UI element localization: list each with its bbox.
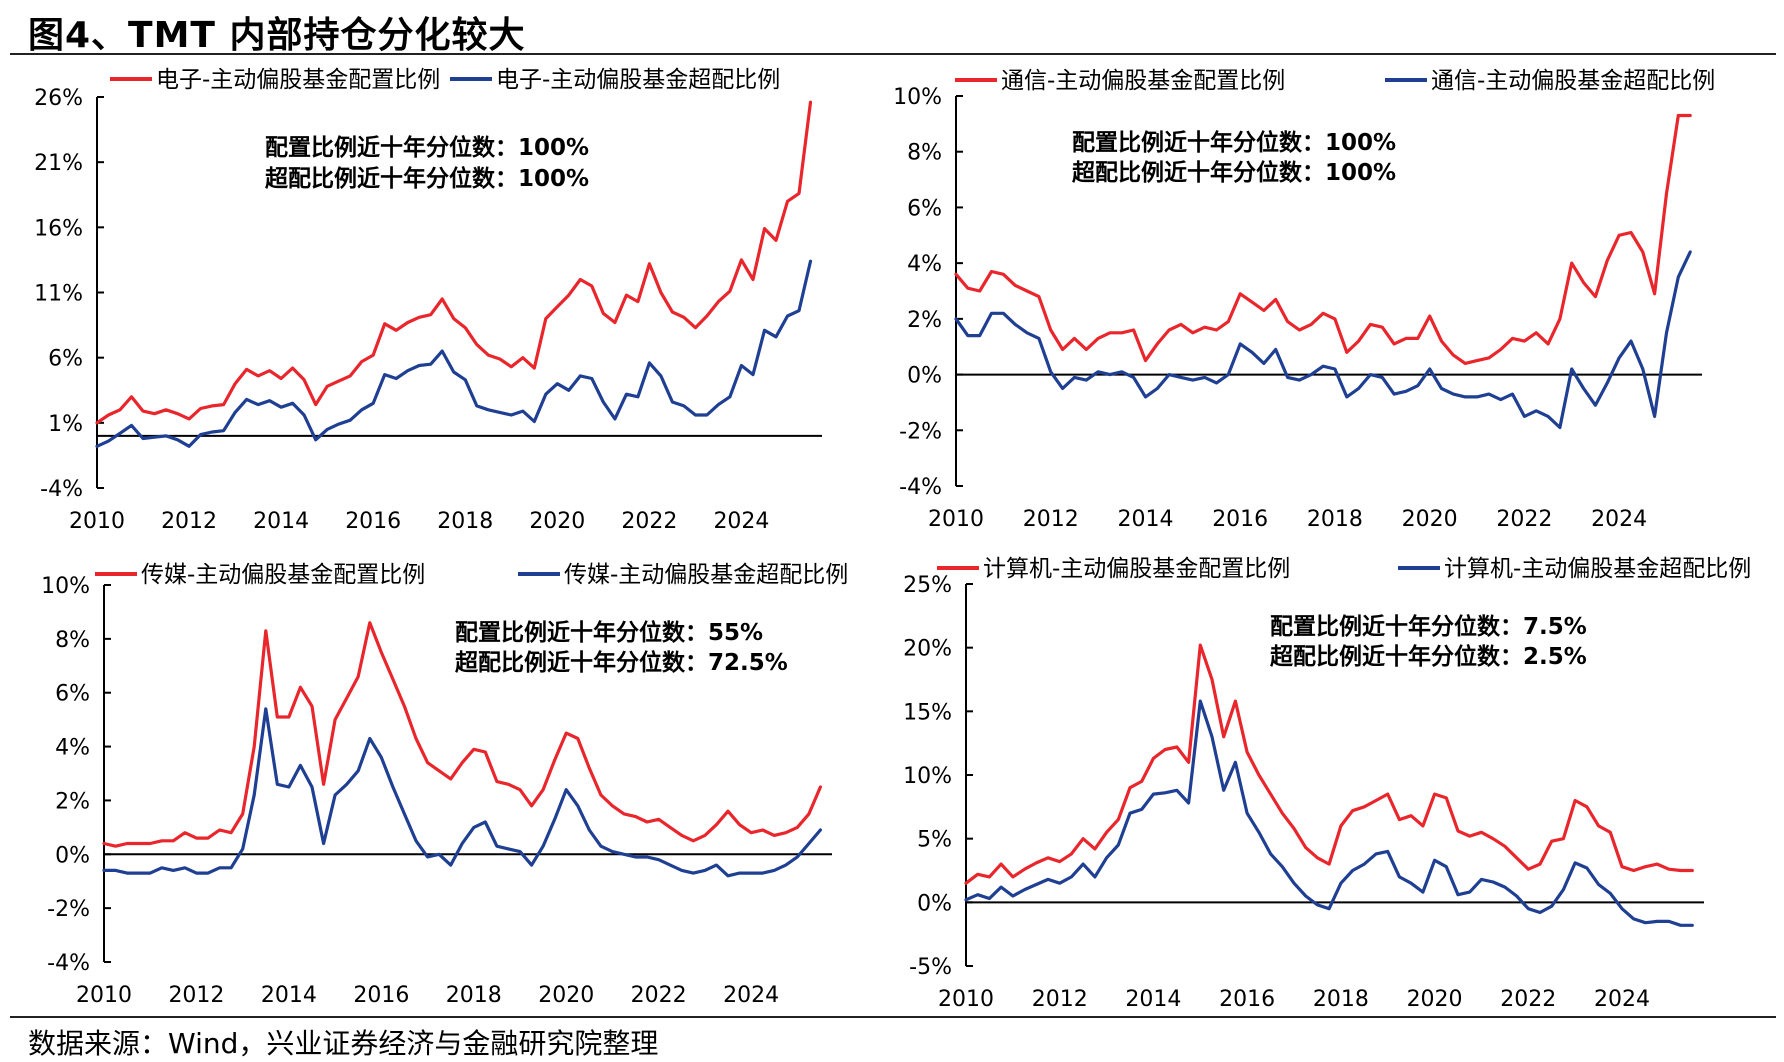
y-tick-label-electronics: -4% bbox=[40, 477, 83, 502]
y-tick-label-media: 4% bbox=[55, 736, 90, 761]
y-tick-label-computer: -5% bbox=[909, 955, 952, 980]
chart-panel-telecom: -4% -2% 0% 2% 4% 6% 8% 10% 2010 2012 2014 2016 2018 2… bbox=[893, 68, 1715, 532]
legend-label-media-1: 传媒-主动偏股基金超配比例 bbox=[564, 562, 848, 588]
x-tick-label-computer: 2022 bbox=[1500, 987, 1556, 1012]
x-tick-label-media: 2018 bbox=[446, 983, 502, 1008]
legend-label-computer-1: 计算机-主动偏股基金超配比例 bbox=[1444, 556, 1751, 582]
y-tick-label-electronics: 16% bbox=[34, 216, 83, 241]
annotation-telecom-1: 超配比例近十年分位数：100% bbox=[1072, 159, 1396, 186]
x-tick-label-media: 2010 bbox=[76, 983, 132, 1008]
y-tick-label-telecom: 8% bbox=[907, 141, 942, 166]
x-tick-label-media: 2016 bbox=[353, 983, 409, 1008]
series-line-telecom-0 bbox=[954, 113, 1692, 365]
x-tick-label-media: 2014 bbox=[261, 983, 317, 1008]
x-tick-label-computer: 2010 bbox=[938, 987, 994, 1012]
x-tick-label-telecom: 2022 bbox=[1496, 507, 1552, 532]
x-tick-label-telecom: 2012 bbox=[1023, 507, 1079, 532]
y-tick-label-computer: 10% bbox=[903, 764, 952, 789]
y-tick-label-media: -4% bbox=[47, 951, 90, 976]
annotation-media-1: 超配比例近十年分位数：72.5% bbox=[455, 649, 788, 676]
x-tick-label-electronics: 2014 bbox=[253, 509, 309, 534]
y-tick-label-electronics: 26% bbox=[34, 86, 83, 111]
legend-label-telecom-1: 通信-主动偏股基金超配比例 bbox=[1431, 68, 1715, 94]
x-tick-label-electronics: 2024 bbox=[713, 509, 769, 534]
y-tick-label-media: 8% bbox=[55, 628, 90, 653]
annotation-computer-0: 配置比例近十年分位数：7.5% bbox=[1270, 613, 1587, 640]
chart-panel-computer: -5% 0% 5% 10% 15% 20% 25% 2010 2012 2014 2016 2018 2… bbox=[903, 556, 1751, 1012]
y-tick-label-electronics: 21% bbox=[34, 151, 83, 176]
chart-panel-media: -4% -2% 0% 2% 4% 6% 8% 10% 2010 2012 2014 2016 2018 2… bbox=[41, 562, 848, 1008]
y-tick-label-media: 0% bbox=[55, 843, 90, 868]
series-line-electronics-0 bbox=[95, 100, 813, 425]
y-tick-label-media: 2% bbox=[55, 789, 90, 814]
y-tick-label-electronics: 6% bbox=[48, 347, 83, 372]
y-tick-label-media: -2% bbox=[47, 897, 90, 922]
series-line-computer-1 bbox=[964, 699, 1694, 927]
legend-label-media-0: 传媒-主动偏股基金配置比例 bbox=[141, 562, 425, 588]
x-tick-label-telecom: 2010 bbox=[928, 507, 984, 532]
legend-label-electronics-0: 电子-主动偏股基金配置比例 bbox=[156, 67, 440, 93]
y-tick-label-computer: 25% bbox=[903, 573, 952, 598]
y-tick-label-telecom: 0% bbox=[907, 364, 942, 389]
figure-title: 图4、TMT 内部持仓分化较大 bbox=[28, 15, 526, 56]
y-tick-label-telecom: 6% bbox=[907, 196, 942, 221]
legend-label-telecom-0: 通信-主动偏股基金配置比例 bbox=[1001, 68, 1285, 94]
x-tick-label-electronics: 2020 bbox=[529, 509, 585, 534]
x-tick-label-media: 2024 bbox=[723, 983, 779, 1008]
annotation-computer-1: 超配比例近十年分位数：2.5% bbox=[1270, 643, 1587, 670]
x-tick-label-electronics: 2022 bbox=[621, 509, 677, 534]
x-tick-label-computer: 2024 bbox=[1594, 987, 1650, 1012]
x-tick-label-computer: 2020 bbox=[1407, 987, 1463, 1012]
y-tick-label-telecom: -2% bbox=[899, 419, 942, 444]
chart-panel-electronics: -4% 1% 6% 11% 16% 21% 26% 2010 2012 2014 2016 2018 2… bbox=[34, 67, 822, 534]
y-tick-label-telecom: -4% bbox=[899, 475, 942, 500]
x-tick-label-telecom: 2020 bbox=[1402, 507, 1458, 532]
y-tick-label-media: 10% bbox=[41, 574, 90, 599]
series-line-computer-0 bbox=[964, 643, 1694, 885]
series-line-media-0 bbox=[102, 621, 823, 848]
source-note: 数据来源：Wind，兴业证券经济与金融研究院整理 bbox=[28, 1027, 659, 1060]
annotation-electronics-0: 配置比例近十年分位数：100% bbox=[265, 134, 589, 161]
series-line-media-1 bbox=[102, 707, 823, 878]
x-tick-label-telecom: 2014 bbox=[1117, 507, 1173, 532]
y-tick-label-computer: 15% bbox=[903, 700, 952, 725]
top-rule bbox=[10, 53, 1776, 55]
x-tick-label-media: 2012 bbox=[168, 983, 224, 1008]
y-tick-label-computer: 20% bbox=[903, 637, 952, 662]
x-tick-label-telecom: 2016 bbox=[1212, 507, 1268, 532]
y-tick-label-computer: 0% bbox=[917, 891, 952, 916]
series-line-electronics-1 bbox=[95, 259, 813, 448]
x-tick-label-electronics: 2012 bbox=[161, 509, 217, 534]
bottom-rule bbox=[10, 1016, 1776, 1018]
x-tick-label-electronics: 2016 bbox=[345, 509, 401, 534]
y-tick-label-telecom: 2% bbox=[907, 308, 942, 333]
x-tick-label-computer: 2012 bbox=[1032, 987, 1088, 1012]
y-tick-label-telecom: 4% bbox=[907, 252, 942, 277]
y-tick-label-electronics: 11% bbox=[34, 282, 83, 307]
x-tick-label-electronics: 2018 bbox=[437, 509, 493, 534]
x-tick-label-media: 2020 bbox=[538, 983, 594, 1008]
annotation-media-0: 配置比例近十年分位数：55% bbox=[455, 619, 763, 646]
x-tick-label-electronics: 2010 bbox=[69, 509, 125, 534]
annotation-electronics-1: 超配比例近十年分位数：100% bbox=[265, 165, 589, 192]
x-tick-label-telecom: 2018 bbox=[1307, 507, 1363, 532]
y-tick-label-telecom: 10% bbox=[893, 85, 942, 110]
y-tick-label-electronics: 1% bbox=[48, 412, 83, 437]
legend-label-electronics-1: 电子-主动偏股基金超配比例 bbox=[496, 67, 780, 93]
legend-label-computer-0: 计算机-主动偏股基金配置比例 bbox=[983, 556, 1290, 582]
x-tick-label-computer: 2018 bbox=[1313, 987, 1369, 1012]
y-tick-label-computer: 5% bbox=[917, 828, 952, 853]
series-line-telecom-1 bbox=[954, 250, 1692, 430]
x-tick-label-telecom: 2024 bbox=[1591, 507, 1647, 532]
x-tick-label-computer: 2016 bbox=[1219, 987, 1275, 1012]
x-tick-label-media: 2022 bbox=[631, 983, 687, 1008]
y-tick-label-media: 6% bbox=[55, 682, 90, 707]
x-tick-label-computer: 2014 bbox=[1125, 987, 1181, 1012]
annotation-telecom-0: 配置比例近十年分位数：100% bbox=[1072, 129, 1396, 156]
